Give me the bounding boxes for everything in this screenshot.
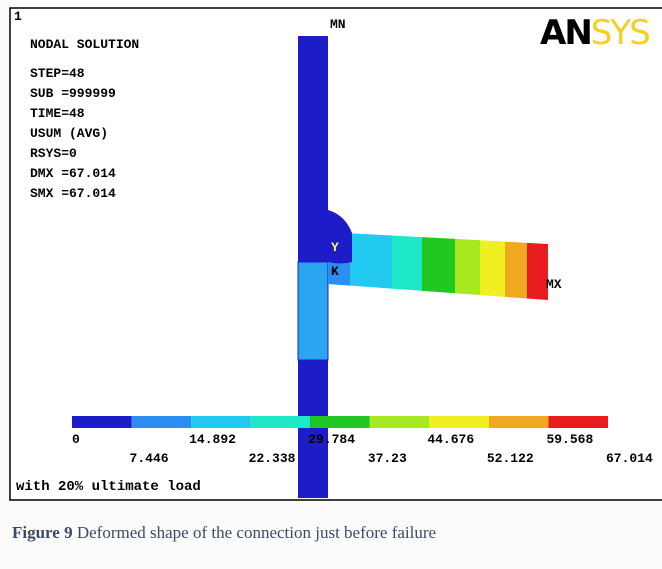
beam-band <box>422 237 455 293</box>
legend-label: 22.338 <box>249 451 296 466</box>
legend-swatch <box>370 416 430 428</box>
caption-text: Deformed shape of the connection just be… <box>77 523 436 542</box>
beam-band <box>455 239 480 295</box>
window-index: 1 <box>14 9 22 24</box>
load-note: with 20% ultimate load <box>16 479 201 495</box>
legend-label: 52.122 <box>487 451 534 466</box>
legend-swatch <box>191 416 251 428</box>
solution-title: NODAL SOLUTION <box>30 37 139 52</box>
legend-swatch <box>132 416 192 428</box>
legend-swatch <box>72 416 132 428</box>
legend-label: 0 <box>72 432 80 447</box>
min-marker: MN <box>330 17 346 32</box>
beam-band <box>350 233 392 288</box>
legend-label: 59.568 <box>546 432 593 447</box>
info-line: RSYS=0 <box>30 146 77 161</box>
info-line: STEP=48 <box>30 66 85 81</box>
legend-label: 44.676 <box>427 432 474 447</box>
beam-band <box>392 235 422 290</box>
legend-swatch <box>548 416 608 428</box>
figure: 0 7.446 14.892 22.338 29.784 37.23 44.676 52.12… <box>0 0 662 569</box>
legend-label: 67.014 <box>606 451 653 466</box>
legend-swatch <box>429 416 489 428</box>
legend-label: 37.23 <box>368 451 407 466</box>
legend-swatch <box>310 416 370 428</box>
info-line: SMX =67.014 <box>30 186 116 201</box>
info-line: TIME=48 <box>30 106 85 121</box>
legend-swatch <box>251 416 311 428</box>
legend-label: 29.784 <box>308 432 355 447</box>
page: 0 7.446 14.892 22.338 29.784 37.23 44.676 52.12… <box>0 0 662 569</box>
logo-part: SYS <box>591 13 649 53</box>
logo-part: AN <box>540 13 591 53</box>
max-marker: MX <box>546 277 562 292</box>
info-line: USUM (AVG) <box>30 126 108 141</box>
logo: ANSYS <box>540 13 649 53</box>
node-k-marker: K <box>331 264 339 279</box>
caption: Figure 9 Deformed shape of the connectio… <box>12 523 436 542</box>
beam-band <box>480 240 505 297</box>
beam-band <box>505 242 527 299</box>
legend-swatch <box>489 416 549 428</box>
info-line: DMX =67.014 <box>30 166 116 181</box>
axis-y-marker: Y <box>331 240 339 255</box>
column-panel <box>298 262 328 360</box>
info-line: SUB =999999 <box>30 86 116 101</box>
caption-label: Figure 9 <box>12 523 73 542</box>
beam-band <box>527 243 548 300</box>
legend-label: 7.446 <box>130 451 169 466</box>
legend-label: 14.892 <box>189 432 236 447</box>
info-block: STEP=48 SUB =999999 TIME=48 USUM (AVG) RSYS=… <box>30 66 116 201</box>
